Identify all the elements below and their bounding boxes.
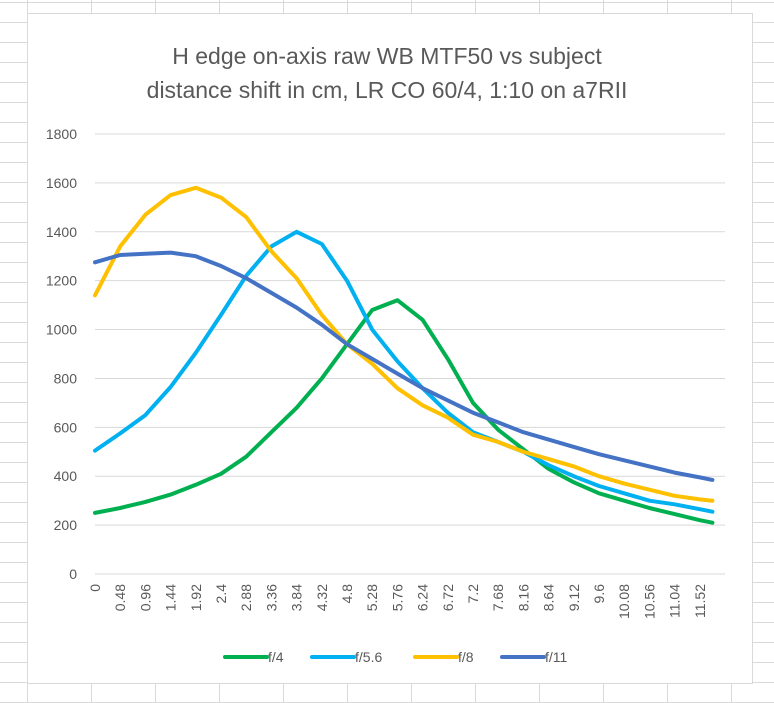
series-line-f-11	[93, 250, 715, 482]
y-tick-label: 1200	[46, 273, 77, 289]
x-tick-label: 7.2	[465, 584, 481, 604]
series-line-f-8	[93, 185, 715, 503]
x-tick-label: 11.04	[667, 584, 683, 618]
x-tick-label: 10.56	[641, 584, 657, 619]
x-tick-label: 2.4	[213, 584, 229, 604]
x-tick-label: 4.32	[314, 584, 330, 611]
y-tick-label: 200	[54, 517, 78, 533]
x-tick-label: 3.84	[289, 584, 305, 611]
x-tick-label: 1.44	[163, 584, 179, 611]
x-tick-label: 5.28	[364, 584, 380, 611]
y-tick-label: 1800	[46, 126, 77, 142]
y-tick-label: 1400	[46, 224, 77, 240]
y-tick-label: 400	[54, 468, 78, 484]
x-tick-label: 3.36	[263, 584, 279, 611]
x-tick-label: 8.16	[515, 584, 531, 611]
x-tick-label: 9.12	[566, 584, 582, 611]
x-tick-label: 9.6	[591, 584, 607, 604]
series-line-f-5-6	[93, 229, 715, 514]
x-tick-label: 7.68	[490, 584, 506, 611]
series-line-f-4	[93, 298, 715, 525]
x-tick-label: 6.72	[440, 584, 456, 611]
chart-area[interactable]	[27, 13, 753, 684]
chart-title-line-2: distance shift in cm, LR CO 60/4, 1:10 o…	[146, 77, 628, 103]
y-tick-label: 0	[69, 566, 77, 582]
y-tick-label: 1600	[46, 175, 77, 191]
x-tick-label: 6.24	[415, 584, 431, 611]
x-tick-label: 0.48	[112, 584, 128, 611]
x-tick-label: 0	[87, 584, 103, 592]
y-tick-label: 800	[54, 370, 78, 386]
legend-label: f/11	[545, 649, 568, 665]
legend-label: f/4	[268, 649, 284, 665]
x-tick-label: 5.76	[389, 584, 405, 611]
legend-label: f/8	[458, 649, 474, 665]
x-tick-label: 10.08	[616, 584, 632, 619]
y-tick-label: 1000	[46, 322, 77, 338]
x-tick-label: 11.52	[692, 584, 708, 618]
y-tick-label: 600	[54, 419, 78, 435]
x-tick-label: 8.64	[541, 584, 557, 611]
x-tick-label: 4.8	[339, 584, 355, 604]
x-tick-label: 2.88	[238, 584, 254, 611]
chart-title-line-1: H edge on-axis raw WB MTF50 vs subject	[172, 43, 602, 69]
x-tick-label: 1.92	[188, 584, 204, 611]
legend-label: f/5.6	[355, 649, 382, 665]
x-tick-label: 0.96	[137, 584, 153, 611]
